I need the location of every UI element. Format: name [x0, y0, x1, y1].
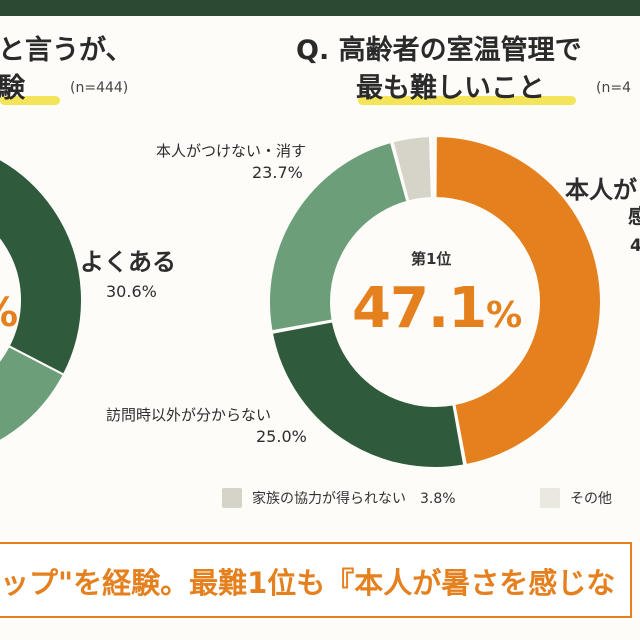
left-title-highlight [0, 96, 60, 105]
left-chart-title-line2: 験 [0, 73, 25, 104]
right-donut-slice-3 [391, 135, 433, 203]
legend-swatch-other [540, 488, 560, 508]
right-center-value: 47.1% [352, 276, 522, 341]
right-donut-slice-4 [430, 134, 436, 200]
right-center-rank: 第1位 [411, 250, 452, 268]
left-donut-slice-0 [0, 158, 83, 377]
legend-label-other: その他 [570, 491, 612, 507]
left-chart-title-line1: と言うが、 [0, 35, 133, 66]
left-label-yoku-aru-pct: 30.6% [106, 282, 157, 301]
right-sample-size: (n=4 [596, 80, 631, 96]
right-donut-slice-0 [434, 134, 602, 467]
right-chart-title-line1: Q. 高齢者の室温管理で [296, 35, 582, 66]
right-label-turn-off: 本人がつけない・消す [156, 142, 307, 160]
right-label-top-pct: 4 [630, 236, 640, 256]
right-label-top-line2: 感 [628, 204, 640, 228]
legend-item-other: その他 [540, 488, 612, 508]
bottom-banner-text: ップ"を経験。最難1位も『本人が暑さを感じな [0, 566, 616, 600]
legend-item-family: 家族の協力が得られない 3.8% [222, 488, 456, 508]
legend-swatch-family [222, 488, 242, 508]
top-bar [0, 0, 640, 16]
left-sample-size: (n=444) [70, 80, 129, 96]
right-center-unit: % [486, 295, 522, 336]
bottom-banner [0, 542, 632, 618]
left-donut-slice-1 [0, 344, 66, 442]
right-donut-slice-1 [270, 320, 466, 469]
legend-label-family: 家族の協力が得られない 3.8% [252, 491, 456, 507]
left-center-value: % [0, 290, 18, 336]
right-label-turn-off-pct: 23.7% [252, 163, 303, 182]
right-label-visit: 訪問時以外が分からない [106, 406, 272, 424]
right-chart-title-line2: 最も難しいこと [356, 73, 545, 104]
right-donut-slice-2 [268, 140, 409, 333]
right-label-top-line1: 本人が [565, 176, 637, 204]
right-title-highlight [358, 96, 576, 105]
right-center-number: 47.1 [352, 276, 487, 341]
right-label-visit-pct: 25.0% [256, 427, 307, 446]
left-label-yoku-aru: よくある [80, 248, 176, 276]
